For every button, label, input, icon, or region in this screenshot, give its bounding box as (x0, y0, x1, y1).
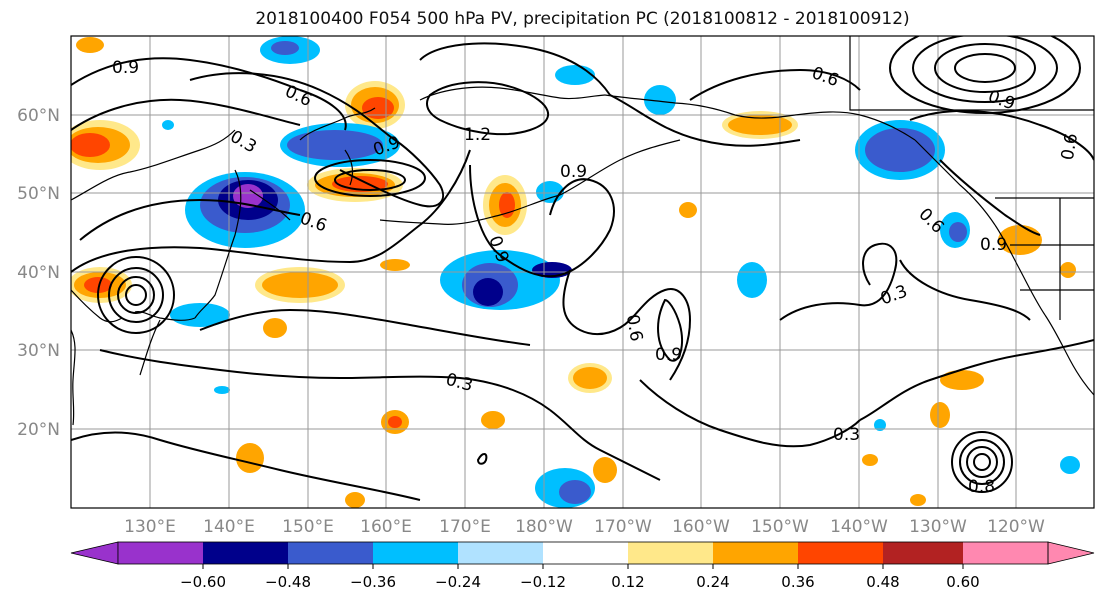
longitude-labels: 130°E 140°E 150°E 160°E 170°E 180°W 170°… (124, 517, 1045, 537)
lon-label: 180°W (515, 517, 573, 537)
contour-label: 0.6 (622, 313, 646, 343)
lon-label: 140°E (203, 517, 255, 537)
colorbar-tick-label: −0.24 (435, 573, 481, 591)
colorbar-tick-label: −0.48 (265, 573, 311, 591)
lon-label: 130°E (124, 517, 176, 537)
lon-label: 150°W (751, 517, 809, 537)
lat-label: 50°N (17, 184, 60, 204)
contour-label: 0.6 (1058, 132, 1082, 162)
lon-label: 160°E (360, 517, 412, 537)
colorbar-extend-high (1047, 541, 1095, 565)
colorbar-swatch (288, 542, 373, 564)
lon-label: 160°W (672, 517, 730, 537)
contour-label: 0.9 (980, 235, 1007, 255)
colorbar-tick-label: 0.24 (696, 573, 729, 591)
colorbar-swatch (458, 542, 543, 564)
lat-label: 40°N (17, 263, 60, 283)
contour-label: 0.9 (560, 162, 587, 182)
plot-frame (70, 35, 1095, 509)
lon-label: 140°W (830, 517, 888, 537)
contour-label: 0.3 (833, 425, 860, 445)
lon-label: 150°E (282, 517, 334, 537)
colorbar-tick-label: 0.36 (781, 573, 814, 591)
contour-label: 0.8 (968, 477, 995, 497)
colorbar-swatch (883, 542, 963, 564)
colorbar-swatch (713, 542, 798, 564)
colorbar-swatch (543, 542, 628, 564)
pv-contours (71, 36, 1094, 501)
lon-label: 120°W (987, 517, 1045, 537)
latitude-labels: 60°N 50°N 40°N 30°N 20°N (17, 106, 60, 440)
colorbar-swatch (628, 542, 713, 564)
colorbar-swatch (963, 542, 1048, 564)
colorbar-tick-label: 0.48 (866, 573, 899, 591)
contour-label: 1.2 (464, 125, 491, 145)
contour-label: 0.9 (655, 345, 682, 365)
colorbar-tick-label: 0.12 (611, 573, 644, 591)
colorbar-extend-low (70, 541, 119, 565)
colorbar-tick-label: 0.60 (946, 573, 979, 591)
lat-label: 20°N (17, 420, 60, 440)
colorbar-swatch (118, 542, 203, 564)
colorbar-tick-label: −0.36 (350, 573, 396, 591)
colorbar-swatch (798, 542, 883, 564)
lon-label: 130°W (909, 517, 967, 537)
lon-label: 170°W (594, 517, 652, 537)
colorbar-tick-label: −0.60 (180, 573, 226, 591)
lon-label: 170°E (439, 517, 491, 537)
map-title: 2018100400 F054 500 hPa PV, precipitatio… (255, 9, 910, 29)
lat-label: 30°N (17, 341, 60, 361)
colorbar-swatch (203, 542, 288, 564)
colorbar-swatch (373, 542, 458, 564)
contour-label: 0.9 (112, 58, 139, 78)
colorbar-tick-label: −0.12 (520, 573, 566, 591)
lat-label: 60°N (17, 106, 60, 126)
colorbar: −0.60 −0.48 −0.36 −0.24 −0.12 0.12 0.24 … (70, 541, 1095, 591)
